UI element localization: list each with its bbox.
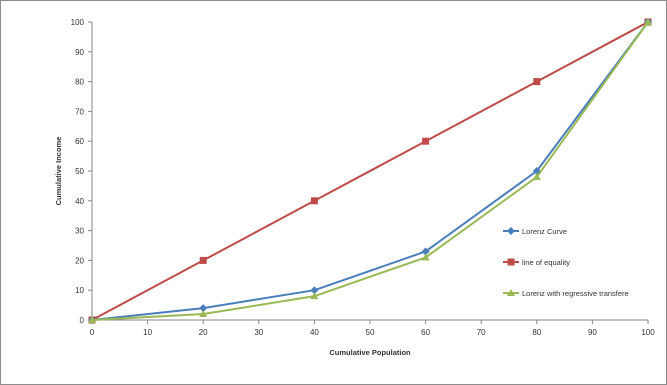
series-group xyxy=(88,18,652,324)
legend-marker xyxy=(507,227,515,235)
legend-label: Lorenz Curve xyxy=(522,227,567,236)
y-tick-label: 30 xyxy=(75,227,84,236)
legend-label: line of equality xyxy=(522,258,570,267)
y-tick-label: 90 xyxy=(75,48,84,57)
data-point xyxy=(421,253,430,261)
legend-label: Lorenz with regressive transfere xyxy=(522,289,629,298)
data-point xyxy=(421,247,430,256)
series-line xyxy=(91,21,649,321)
y-tick-label: 20 xyxy=(75,256,84,265)
legend-item: Lorenz Curve xyxy=(503,227,567,236)
data-point xyxy=(532,172,541,180)
data-point xyxy=(88,316,96,323)
x-tick-label: 40 xyxy=(310,328,319,337)
tick-labels: 0 10 20 30 40 50 60 70 80 90 100 0 10 20 30 40 50 60 70 80 9… xyxy=(71,18,656,337)
data-point xyxy=(199,256,207,264)
y-tick-label: 100 xyxy=(71,18,85,27)
data-point xyxy=(199,310,208,318)
x-tick-label: 0 xyxy=(90,328,95,337)
legend-item: line of equality xyxy=(503,258,570,267)
data-point xyxy=(310,286,319,295)
data-point xyxy=(533,78,541,86)
legend: Lorenz Curve line of equality Lorenz with … xyxy=(503,227,629,298)
y-tick-label: 10 xyxy=(75,286,84,295)
y-tick-label: 0 xyxy=(80,316,85,325)
series-line xyxy=(91,21,649,321)
x-tick-label: 20 xyxy=(199,328,208,337)
y-axis-title: Cumulative Income xyxy=(54,137,63,206)
x-axis-title: Cumulative Population xyxy=(329,348,411,357)
data-point xyxy=(310,197,318,205)
x-tick-label: 30 xyxy=(254,328,263,337)
x-tick-label: 100 xyxy=(641,328,655,337)
data-point xyxy=(310,292,319,300)
data-point xyxy=(199,304,208,313)
data-point xyxy=(422,137,430,145)
legend-marker xyxy=(507,289,515,296)
x-tick-label: 80 xyxy=(532,328,541,337)
y-tick-label: 80 xyxy=(75,78,84,87)
x-tick-label: 50 xyxy=(366,328,375,337)
legend-marker xyxy=(507,258,515,266)
data-point xyxy=(644,18,652,25)
y-tick-label: 70 xyxy=(75,107,84,116)
series-line xyxy=(91,21,649,321)
y-tick-label: 60 xyxy=(75,137,84,146)
axes xyxy=(88,21,649,324)
series-lorenz-with-regressive-transfere xyxy=(88,18,652,323)
y-tick-label: 50 xyxy=(75,167,84,176)
x-tick-label: 90 xyxy=(588,328,597,337)
legend-item: Lorenz with regressive transfere xyxy=(503,289,629,298)
y-tick-label: 40 xyxy=(75,197,84,206)
x-tick-label: 60 xyxy=(421,328,430,337)
x-tick-label: 70 xyxy=(477,328,486,337)
x-tick-label: 10 xyxy=(143,328,152,337)
